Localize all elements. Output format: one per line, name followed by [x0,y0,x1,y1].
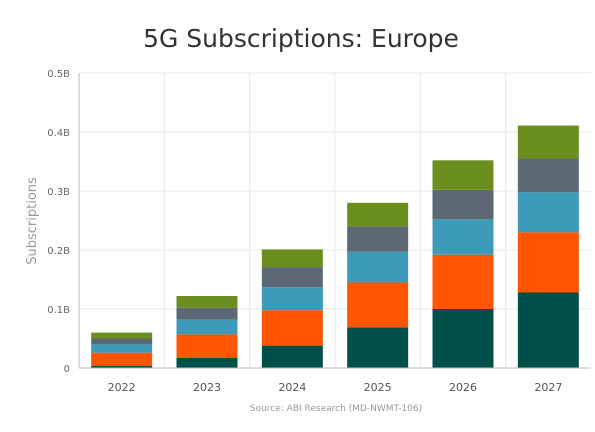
bar-segment [517,232,579,293]
bar-segment [176,296,238,308]
x-tick-label: 2022 [108,381,136,394]
bar-segment [517,158,579,193]
bar-segment [261,345,323,368]
bar-segment [432,160,494,190]
bars [91,125,579,368]
bar-segment [517,125,579,159]
bar-segment [347,251,409,283]
y-tick-label: 0.3B [47,187,70,198]
chart-title: 5G Subscriptions: Europe [143,24,459,53]
bar-segment [261,287,323,311]
x-tick-label: 2026 [449,381,477,394]
bar-segment [176,319,238,335]
bar-segment [517,292,579,368]
y-tick-label: 0.2B [47,246,70,257]
bar-segment [347,282,409,328]
bar-segment [176,357,238,368]
bar-segment [432,189,494,220]
bar-segment [347,202,409,227]
bar-segment [91,338,153,345]
gridlines [79,72,591,368]
bar-segment [347,226,409,252]
y-tick-label: 0.5B [47,69,70,80]
bar-segment [432,254,494,309]
bar-segment [432,219,494,255]
bar-segment [261,267,323,288]
bar-segment [261,310,323,346]
x-axis-ticks: 2022 2023 2024 2025 2026 2027 [108,381,563,394]
x-tick-label: 2025 [364,381,392,394]
bar-segment [176,334,238,358]
bar-segment [91,332,153,339]
bar-segment [261,249,323,268]
bar-segment [176,307,238,320]
bar-segment [517,192,579,233]
y-tick-label: 0.4B [47,128,70,139]
y-axis-label: Subscriptions [25,177,40,265]
bar-segment [91,365,153,368]
axes [78,73,591,369]
bar-segment [91,352,153,366]
x-tick-label: 2024 [278,381,306,394]
x-tick-label: 2027 [534,381,562,394]
bar-segment [432,309,494,368]
y-tick-label: 0.1B [47,305,70,316]
x-tick-label: 2023 [193,381,221,394]
y-axis-ticks: 0 0.1B 0.2B 0.3B 0.4B 0.5B [47,69,70,375]
bar-segment [347,327,409,368]
source-note: Source: ABI Research (MD-NWMT-106) [250,404,422,414]
bar-segment [91,344,153,353]
y-tick-label: 0 [64,364,70,375]
